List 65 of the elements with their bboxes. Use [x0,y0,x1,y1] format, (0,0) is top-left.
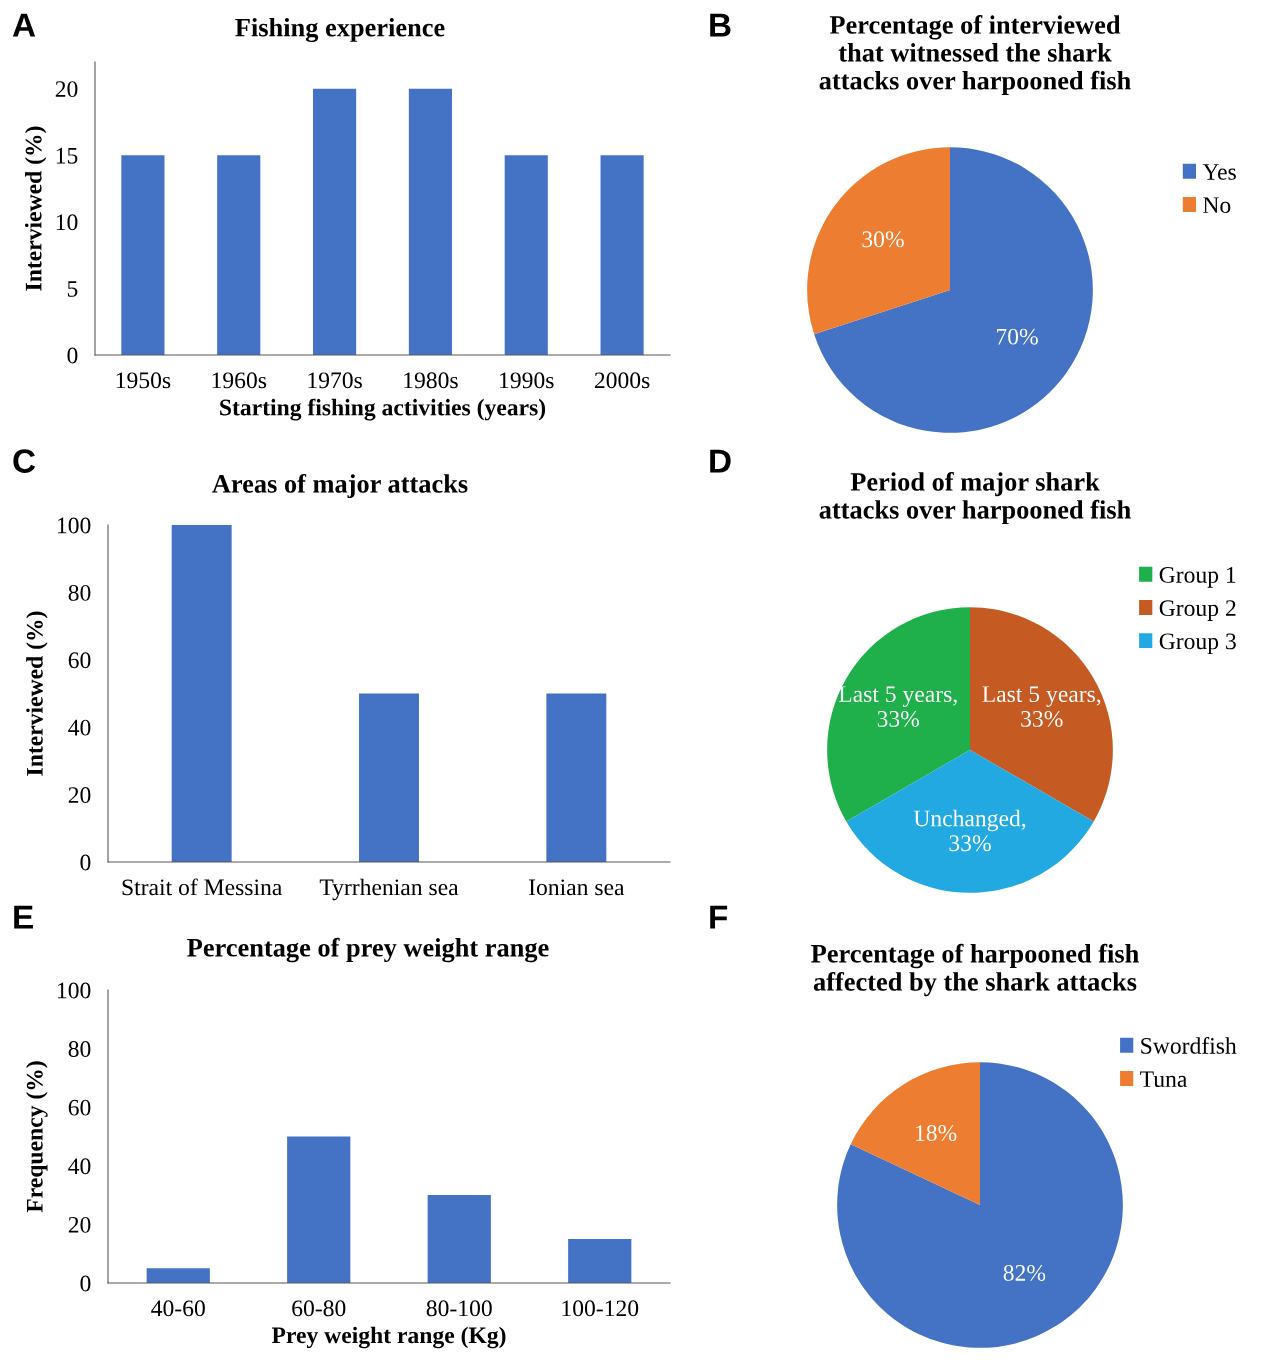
chart-title: Percentage of prey weight range [187,937,549,963]
data-label: 70% [996,328,1038,345]
data-label: Unchanged, 33% [913,809,1026,852]
y-tick-label: 0 [80,1275,91,1292]
legend-label: Group 2 [1159,600,1236,621]
y-tick-label: 15 [56,147,78,164]
x-tick-label: 100-120 [562,1300,639,1317]
x-tick-label: 1950s [116,372,171,389]
bar [146,1268,210,1283]
x-tick-label: 2000s [594,372,650,389]
legend-label: Yes [1202,164,1236,180]
y-tick-label: 0 [80,854,91,871]
data-label: 30% [862,231,904,248]
y-tick-label: 80 [68,584,91,601]
legend-label: No [1203,197,1231,214]
chart-title: Areas of major attacks [212,473,468,499]
y-axis-title: Interviewed (%) [24,126,47,291]
y-tick-label: 20 [68,787,91,804]
x-axis-title: Starting fishing activities (years) [220,398,546,421]
bar [287,1136,351,1283]
data-label: Last 5 years, 33% [982,686,1101,727]
text: A [12,13,36,37]
y-tick-label: 60 [68,1099,91,1116]
y-tick-label: 100 [57,517,91,534]
y-axis-title: Frequency (%) [26,1061,48,1213]
y-tick-label: 20 [55,81,78,98]
x-tick-label: Strait of Messina [122,878,282,896]
y-tick-label: 40 [68,719,91,736]
y-tick-label: 80 [68,1041,91,1058]
x-tick-label: Tyrrhenian sea [319,878,459,901]
x-tick-label: 80-100 [426,1300,492,1317]
legend-label: Swordfish [1141,1037,1237,1054]
chart-title: Fishing experience [235,17,445,43]
x-axis-title: Prey weight range (Kg) [271,1326,506,1349]
bar [568,1239,632,1283]
text: F [710,905,728,929]
chart-title: Percentage of interviewed that witnessed the shark attacks over harpooned fish [819,15,1131,95]
y-tick-label: 20 [68,1216,91,1233]
y-tick-label: 10 [56,214,78,231]
x-tick-label: 1980s [404,372,458,389]
text: C [13,449,36,473]
text: E [14,905,33,929]
data-label: Last 5 years, 33% [838,686,957,727]
bar [427,1195,491,1283]
y-tick-label: 60 [68,652,91,669]
x-tick-label: 60-80 [292,1300,346,1317]
x-tick-label: 40-60 [151,1300,205,1317]
y-tick-label: 100 [57,982,91,999]
data-label: 18% [916,1125,957,1142]
x-tick-label: 1960s [212,372,267,389]
y-tick-label: 40 [68,1158,91,1175]
chart-title: Percentage of harpooned fish affected by the shark attacks [811,943,1139,997]
legend-label: Group 3 [1159,633,1236,655]
y-axis-title: Interviewed (%) [26,611,48,776]
legend-label: Tuna [1140,1071,1188,1088]
text: D [710,449,731,473]
x-tick-label: 1970s [308,372,362,389]
x-tick-label: Ionian sea [529,879,625,896]
data-label: 82% [1003,1264,1046,1281]
y-tick-label: 0 [67,347,78,364]
text: B [710,13,731,37]
legend-label: Group 1 [1159,567,1236,588]
y-tick-label: 5 [67,281,78,297]
x-tick-label: 1990s [500,372,554,389]
chart-title: Period of major shark attacks over harpooned fish [819,471,1131,525]
